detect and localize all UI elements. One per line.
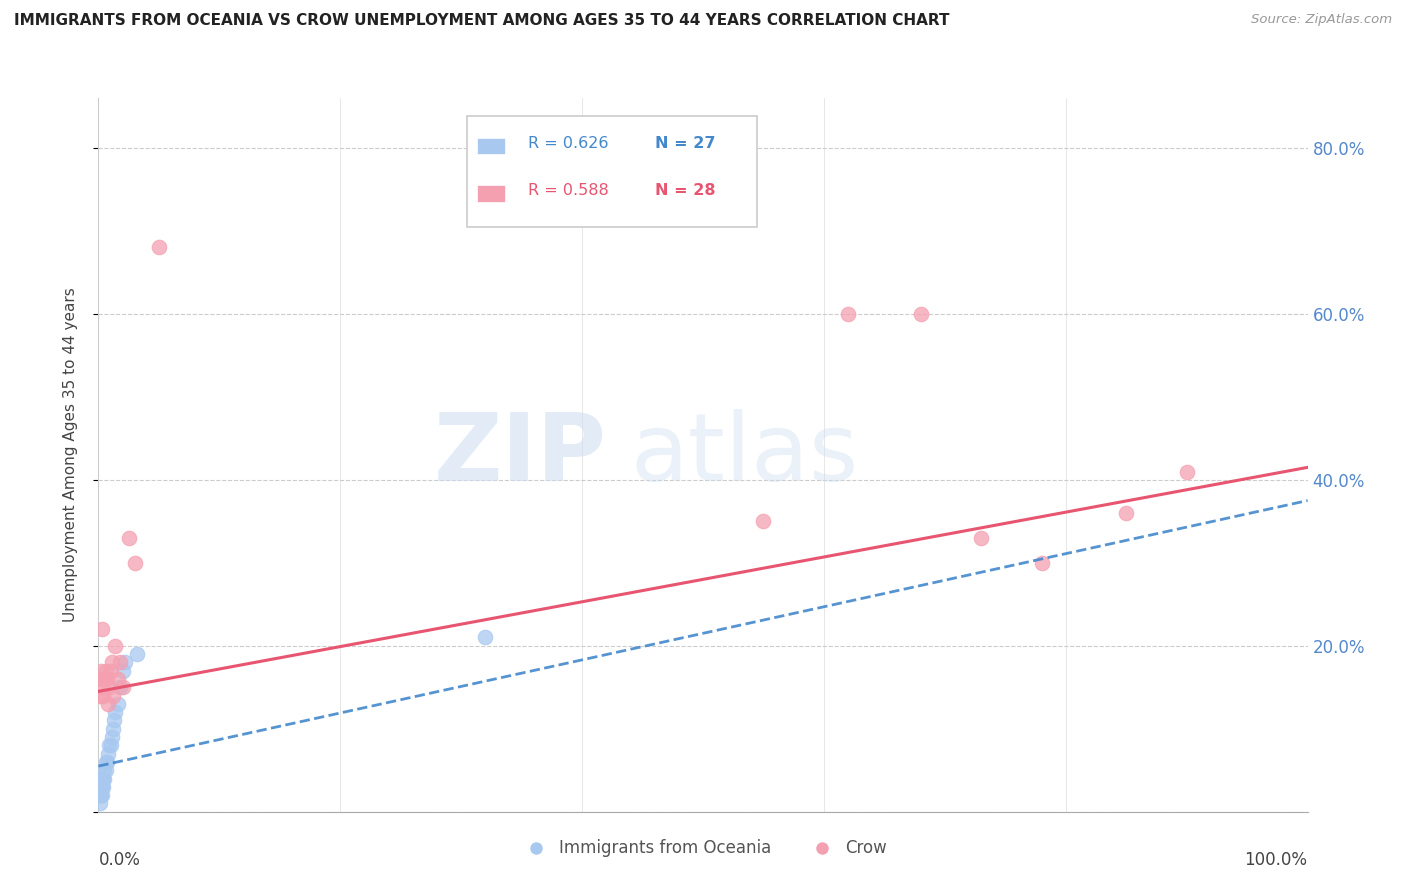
Point bbox=[94, 755, 117, 769]
Text: Source: ZipAtlas.com: Source: ZipAtlas.com bbox=[1251, 13, 1392, 27]
Text: atlas: atlas bbox=[630, 409, 859, 501]
Text: N = 28: N = 28 bbox=[655, 184, 716, 198]
Point bbox=[970, 531, 993, 545]
Text: ZIP: ZIP bbox=[433, 409, 606, 501]
Point bbox=[97, 697, 120, 711]
Point bbox=[90, 780, 112, 794]
Y-axis label: Unemployment Among Ages 35 to 44 years: Unemployment Among Ages 35 to 44 years bbox=[63, 287, 77, 623]
Point bbox=[1115, 506, 1137, 520]
Point bbox=[111, 680, 134, 694]
FancyBboxPatch shape bbox=[477, 186, 505, 202]
Point bbox=[124, 556, 146, 570]
Point bbox=[474, 631, 496, 645]
Text: 100.0%: 100.0% bbox=[1244, 851, 1308, 869]
Point bbox=[89, 672, 111, 686]
Point bbox=[91, 622, 114, 636]
Point bbox=[127, 647, 149, 661]
Point bbox=[837, 307, 859, 321]
Point bbox=[89, 689, 111, 703]
Point bbox=[101, 689, 124, 703]
Point bbox=[104, 639, 127, 653]
Point bbox=[96, 755, 118, 769]
Text: R = 0.588: R = 0.588 bbox=[527, 184, 609, 198]
Point bbox=[91, 780, 114, 794]
Legend: Immigrants from Oceania, Crow: Immigrants from Oceania, Crow bbox=[513, 833, 893, 864]
Point bbox=[103, 714, 125, 728]
Point bbox=[93, 672, 115, 686]
Point bbox=[94, 763, 117, 777]
Point bbox=[90, 680, 112, 694]
Point bbox=[91, 772, 114, 786]
Point bbox=[752, 514, 775, 528]
FancyBboxPatch shape bbox=[477, 137, 505, 154]
Point bbox=[101, 722, 124, 736]
Point bbox=[89, 797, 111, 811]
Point bbox=[96, 672, 118, 686]
Point bbox=[100, 656, 122, 670]
Point bbox=[1175, 465, 1198, 479]
FancyBboxPatch shape bbox=[467, 116, 758, 227]
Point bbox=[98, 680, 121, 694]
Point bbox=[100, 664, 122, 678]
Point bbox=[91, 689, 114, 703]
Point bbox=[107, 697, 129, 711]
Point bbox=[111, 664, 134, 678]
Point bbox=[107, 672, 129, 686]
Point bbox=[94, 664, 117, 678]
Point bbox=[100, 730, 122, 744]
Point bbox=[89, 788, 111, 802]
Point bbox=[114, 656, 136, 670]
Point bbox=[98, 739, 121, 753]
Point bbox=[100, 739, 122, 753]
Text: N = 27: N = 27 bbox=[655, 136, 716, 151]
Point bbox=[90, 664, 112, 678]
Point bbox=[148, 240, 170, 254]
Text: 0.0%: 0.0% bbox=[98, 851, 141, 869]
Point bbox=[91, 772, 114, 786]
Point bbox=[108, 680, 131, 694]
Point bbox=[90, 788, 112, 802]
Point bbox=[104, 705, 127, 719]
Text: IMMIGRANTS FROM OCEANIA VS CROW UNEMPLOYMENT AMONG AGES 35 TO 44 YEARS CORRELATI: IMMIGRANTS FROM OCEANIA VS CROW UNEMPLOY… bbox=[14, 13, 949, 29]
Text: R = 0.626: R = 0.626 bbox=[527, 136, 609, 151]
Point bbox=[93, 772, 115, 786]
Point bbox=[97, 747, 120, 761]
Point bbox=[91, 788, 114, 802]
Point bbox=[910, 307, 932, 321]
Point bbox=[91, 780, 114, 794]
Point bbox=[1031, 556, 1053, 570]
Point bbox=[108, 656, 131, 670]
Point bbox=[118, 531, 141, 545]
Point bbox=[93, 763, 115, 777]
